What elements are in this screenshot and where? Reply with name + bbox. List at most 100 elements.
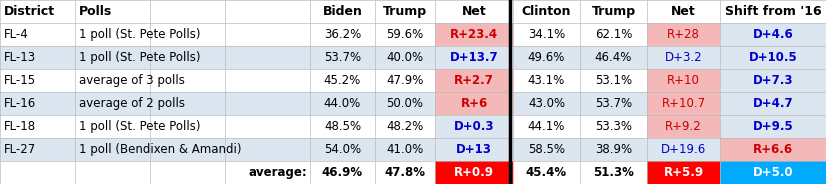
- Text: Shift from '16: Shift from '16: [724, 5, 821, 18]
- Bar: [513, 46, 580, 69]
- Bar: [647, 46, 720, 69]
- Text: District: District: [4, 5, 55, 18]
- Bar: [580, 46, 647, 69]
- Bar: [580, 138, 647, 161]
- Text: Trump: Trump: [383, 5, 427, 18]
- Bar: [310, 138, 375, 161]
- Bar: [720, 0, 826, 23]
- Bar: [150, 92, 225, 115]
- Bar: [513, 23, 580, 46]
- Text: Biden: Biden: [323, 5, 363, 18]
- Text: R+2.7: R+2.7: [454, 74, 494, 87]
- Text: 1 poll (St. Pete Polls): 1 poll (St. Pete Polls): [79, 120, 201, 133]
- Text: 36.2%: 36.2%: [324, 28, 361, 41]
- Text: 34.1%: 34.1%: [528, 28, 565, 41]
- Text: D+13: D+13: [456, 143, 492, 156]
- Text: R+10.7: R+10.7: [662, 97, 705, 110]
- Text: D+3.2: D+3.2: [665, 51, 702, 64]
- Bar: [375, 69, 435, 92]
- Text: 40.0%: 40.0%: [387, 51, 424, 64]
- Bar: [150, 0, 225, 23]
- Text: FL-13: FL-13: [4, 51, 36, 64]
- Bar: [75, 115, 150, 138]
- Bar: [375, 115, 435, 138]
- Bar: [647, 69, 720, 92]
- Text: D+19.6: D+19.6: [661, 143, 706, 156]
- Bar: [647, 23, 720, 46]
- Bar: [580, 0, 647, 23]
- Bar: [225, 0, 310, 23]
- Bar: [0, 115, 75, 138]
- Text: D+9.5: D+9.5: [752, 120, 794, 133]
- Bar: [435, 46, 513, 69]
- Text: 45.4%: 45.4%: [526, 166, 567, 179]
- Bar: [375, 92, 435, 115]
- Text: 45.2%: 45.2%: [324, 74, 361, 87]
- Bar: [310, 0, 375, 23]
- Bar: [435, 115, 513, 138]
- Text: 51.3%: 51.3%: [593, 166, 634, 179]
- Bar: [150, 23, 225, 46]
- Text: 58.5%: 58.5%: [528, 143, 565, 156]
- Text: R+6.6: R+6.6: [753, 143, 793, 156]
- Text: D+4.7: D+4.7: [752, 97, 793, 110]
- Bar: [0, 23, 75, 46]
- Bar: [150, 161, 225, 184]
- Bar: [580, 115, 647, 138]
- Text: 1 poll (St. Pete Polls): 1 poll (St. Pete Polls): [79, 51, 201, 64]
- Text: D+5.0: D+5.0: [752, 166, 793, 179]
- Bar: [310, 69, 375, 92]
- Bar: [0, 0, 75, 23]
- Bar: [225, 69, 310, 92]
- Bar: [580, 23, 647, 46]
- Bar: [647, 115, 720, 138]
- Text: 44.0%: 44.0%: [324, 97, 361, 110]
- Text: R+5.9: R+5.9: [663, 166, 704, 179]
- Bar: [225, 161, 310, 184]
- Bar: [720, 23, 826, 46]
- Text: 50.0%: 50.0%: [387, 97, 424, 110]
- Bar: [375, 0, 435, 23]
- Text: Trump: Trump: [591, 5, 635, 18]
- Text: 43.1%: 43.1%: [528, 74, 565, 87]
- Text: 53.1%: 53.1%: [595, 74, 632, 87]
- Text: average of 3 polls: average of 3 polls: [79, 74, 185, 87]
- Bar: [647, 161, 720, 184]
- Text: 43.0%: 43.0%: [528, 97, 565, 110]
- Bar: [435, 69, 513, 92]
- Bar: [310, 115, 375, 138]
- Bar: [375, 46, 435, 69]
- Text: R+9.2: R+9.2: [665, 120, 702, 133]
- Bar: [75, 92, 150, 115]
- Bar: [375, 161, 435, 184]
- Text: 49.6%: 49.6%: [528, 51, 565, 64]
- Bar: [310, 23, 375, 46]
- Bar: [720, 115, 826, 138]
- Text: R+23.4: R+23.4: [450, 28, 498, 41]
- Bar: [720, 138, 826, 161]
- Text: R+6: R+6: [460, 97, 487, 110]
- Bar: [513, 92, 580, 115]
- Bar: [75, 46, 150, 69]
- Text: FL-15: FL-15: [4, 74, 36, 87]
- Text: 41.0%: 41.0%: [387, 143, 424, 156]
- Text: D+10.5: D+10.5: [748, 51, 797, 64]
- Bar: [0, 161, 75, 184]
- Bar: [310, 92, 375, 115]
- Text: 48.5%: 48.5%: [324, 120, 361, 133]
- Bar: [435, 23, 513, 46]
- Text: 59.6%: 59.6%: [387, 28, 424, 41]
- Bar: [513, 161, 580, 184]
- Bar: [647, 92, 720, 115]
- Text: FL-16: FL-16: [4, 97, 36, 110]
- Bar: [435, 161, 513, 184]
- Bar: [75, 0, 150, 23]
- Bar: [225, 92, 310, 115]
- Text: 54.0%: 54.0%: [324, 143, 361, 156]
- Bar: [225, 138, 310, 161]
- Bar: [75, 161, 150, 184]
- Bar: [0, 69, 75, 92]
- Text: Net: Net: [462, 5, 487, 18]
- Bar: [150, 46, 225, 69]
- Text: 1 poll (St. Pete Polls): 1 poll (St. Pete Polls): [79, 28, 201, 41]
